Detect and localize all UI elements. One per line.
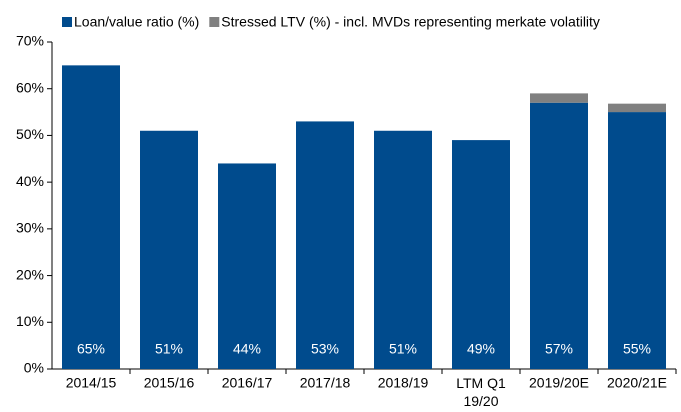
x-tick-label: 2017/18 [300, 375, 351, 391]
x-tick-label: 2020/21E [607, 375, 667, 391]
y-tick-label: 0% [24, 360, 44, 376]
bar [296, 121, 354, 370]
value-label: 51% [155, 341, 183, 357]
x-tick-label: 2014/15 [66, 375, 117, 391]
legend-label: Stressed LTV (%) - incl. MVDs representi… [221, 14, 600, 30]
y-tick-label: 20% [16, 266, 44, 282]
value-label: 57% [545, 341, 573, 357]
x-tick-label: 2019/20E [529, 375, 589, 391]
y-tick-label: 50% [16, 126, 44, 142]
x-tick-label: 2015/16 [144, 375, 195, 391]
bar [62, 65, 120, 369]
bar [608, 103, 666, 113]
y-tick-label: 30% [16, 220, 44, 236]
bar [140, 130, 198, 369]
bar [530, 93, 588, 103]
value-label: 51% [389, 341, 417, 357]
x-tick-label: 2018/19 [378, 375, 429, 391]
bar [530, 102, 588, 369]
value-label: 65% [77, 341, 105, 357]
legend-swatch [62, 17, 72, 27]
legend-label: Loan/value ratio (%) [74, 14, 199, 30]
y-tick-label: 10% [16, 313, 44, 329]
value-label: 44% [233, 341, 261, 357]
legend-swatch [209, 17, 220, 27]
y-tick-label: 60% [16, 79, 44, 95]
bar [452, 140, 510, 369]
bar [218, 163, 276, 369]
y-tick-label: 70% [16, 33, 44, 49]
x-tick-label: LTM Q1 19/20 [456, 375, 506, 409]
value-label: 55% [623, 341, 651, 357]
y-tick-label: 40% [16, 173, 44, 189]
value-label: 49% [467, 341, 495, 357]
value-label: 53% [311, 341, 339, 357]
bar [374, 130, 432, 369]
bar [608, 112, 666, 370]
x-tick-label: 2016/17 [222, 375, 273, 391]
